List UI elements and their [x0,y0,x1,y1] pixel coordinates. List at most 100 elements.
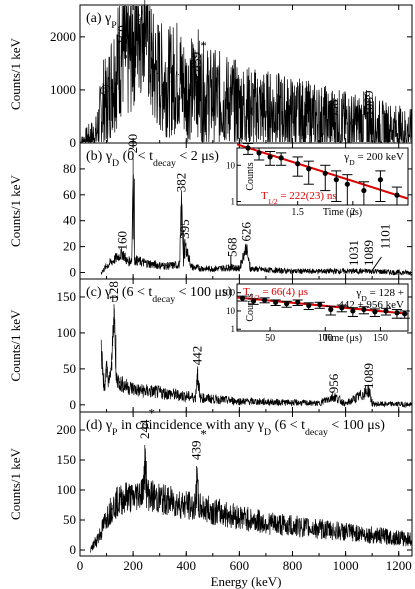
inset-title: γD = 200 keV [343,151,404,167]
x-tick-label: 1000 [333,558,359,573]
inset-x-tick-label: 1.5 [291,207,304,218]
inset-point [350,308,356,314]
inset-point [245,145,251,151]
x-tick-label: 600 [230,558,250,573]
inset-y-tick-label: 1 [231,196,236,206]
y-tick-label: 150 [57,452,77,467]
panel-d: 0 50 100 150 200 Counts/1 keV (d) γP in coinci… [8,406,413,557]
spectrum-line [100,304,413,409]
spectrum-line [80,0,413,144]
inset-point [306,302,312,309]
y-tick-label: 40 [63,213,76,228]
peak-label: 1089 [361,363,376,389]
x-tick-label: 0 [77,558,84,573]
inset-title-line2: 442 + 956 keV [338,299,404,311]
peak-star: * [200,427,207,442]
y-tick-label: 150 [57,289,77,304]
inset-point [267,154,273,160]
y-tick-label: 50 [63,512,76,527]
inset-point [339,305,345,311]
peak-label: 160 [114,231,129,251]
inset-x-tick-label: 2 [350,207,355,218]
inset-x-label: Time (μs) [323,333,362,344]
x-tick-label: 800 [283,558,303,573]
y-tick-label: 0 [70,397,77,412]
y-tick-label: 20 [63,239,76,254]
peak-label: 442 [189,346,204,366]
inset-fit-label: T1/2 = 66(4) μs [243,286,308,302]
inset-point [284,301,290,307]
panel-label: (b) γD (0 < tdecay < 2 μs) [86,149,219,169]
spectrum-line [100,158,413,277]
peak-label: 568 [225,237,240,257]
inset-x-tick-label: 50 [265,333,275,344]
inset-point [261,297,268,303]
y-axis-label: Counts/1 keV [8,309,23,381]
peak-label: 128 [106,281,121,301]
inset-b: 1.5 2 1 10 Time (μs) Counts γD = 200 keV T1/2 =… [226,142,409,218]
inset-point [239,295,246,301]
inset-point [278,155,284,161]
inset-y-tick-label: 10 [226,306,236,316]
spectrum-line [90,445,413,553]
inset-frame [236,147,409,206]
y-tick-label: 100 [57,325,77,340]
peak-label: 395 [177,219,192,239]
panel-d-frame [79,411,413,557]
inset-point [333,177,339,183]
inset-point [273,299,279,305]
panel-label: (d) γP in coincidence with any γD (6 < t… [86,418,385,438]
peak-label: 1031 [346,240,361,266]
peak-label: 382 [173,173,188,193]
inset-point [295,161,301,167]
panel-label: (a) γP [86,11,117,31]
x-tick-label: 400 [176,558,196,573]
inset-y-tick-label: 1 [231,324,236,334]
peak-label: c [135,9,140,23]
inset-point [361,187,367,194]
x-tick-label: 1200 [386,558,412,573]
y-tick-label: 0 [70,265,77,280]
inset-point [322,170,328,176]
inset-point [377,177,384,183]
peak-label: 626 [238,221,253,241]
y-tick-label: 100 [57,482,77,497]
y-tick-label: 0 [70,542,77,557]
inset-point [383,308,389,314]
y-axis-label: Counts/1 keV [8,37,23,109]
inset-fit-line [236,143,409,200]
inset-x-tick-label: 100 [318,333,333,344]
peak-label: 956 [326,373,341,393]
y-tick-label: 80 [63,161,76,176]
inset-point [402,311,408,317]
inset-point [394,310,400,316]
peak-label: @ [100,82,111,96]
inset-x-label: Time (μs) [323,207,362,218]
y-axis-label: Counts/1 keV [8,447,23,519]
inset-point [250,298,257,304]
peak-star: * [149,406,156,421]
peak-label: 1089 [361,90,376,116]
arrow-1101 [372,256,382,271]
y-tick-label: 200 [57,422,77,437]
inset-y-label: Counts [245,293,256,321]
y-tick-label: 60 [63,187,76,202]
inset-fit-label: T1/2 = 222(23) ns [261,190,337,206]
peak-star: * [200,38,207,53]
y-tick-label: 50 [63,361,76,376]
inset-y-tick-label: 10 [226,160,236,170]
peak-label: 1089 [361,240,376,266]
inset-point [372,309,378,315]
peak-label: 1101 [377,224,392,250]
inset-y-tick-label: 100 [222,288,236,298]
y-tick-label: 0 [70,135,77,150]
inset-point [317,302,323,308]
peak-label: 439 [189,441,204,461]
x-tick-label: 200 [123,558,143,573]
peak-label: 200 [125,134,140,154]
arrow-head [227,264,235,271]
